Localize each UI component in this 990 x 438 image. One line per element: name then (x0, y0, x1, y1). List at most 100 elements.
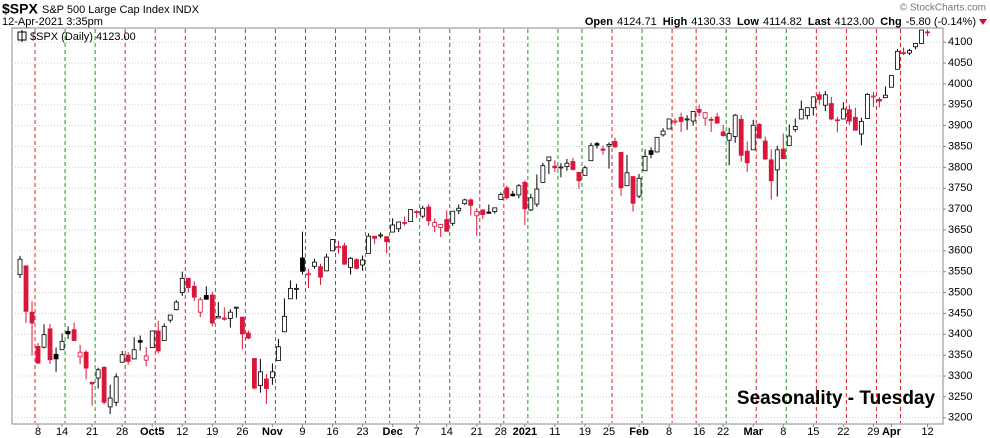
candle-body (89, 381, 95, 385)
candle-body (612, 141, 618, 148)
y-tick-label: 3900 (948, 120, 972, 132)
candle-body (251, 358, 257, 389)
candle-body (300, 257, 305, 272)
candle-body (642, 156, 648, 172)
candle-body (282, 315, 287, 333)
y-tick-label: 3750 (948, 182, 972, 194)
x-tick-label: 22 (717, 426, 729, 438)
candle-body (666, 118, 672, 130)
candle-body (396, 221, 402, 230)
candle-body (408, 209, 414, 223)
candle-body (480, 209, 486, 215)
candle-body (792, 126, 798, 130)
y-tick-label: 3200 (948, 412, 972, 424)
candle-body (372, 235, 377, 239)
candle-body (336, 246, 341, 249)
candle-body (534, 188, 540, 205)
candle-body (107, 397, 113, 408)
candle-body (179, 277, 185, 293)
candle-body (889, 75, 894, 88)
candle-body (816, 94, 822, 100)
candle-body (330, 239, 335, 252)
candle-body (780, 148, 786, 160)
candle-body (822, 94, 828, 106)
x-tick-label: 16 (326, 426, 338, 438)
candle-body (257, 371, 263, 387)
candle-body (23, 265, 29, 312)
candle-body (155, 330, 161, 352)
x-tick-label: 12 (176, 426, 188, 438)
quote-label: Open (585, 16, 613, 28)
candle-body (264, 378, 269, 389)
candle-body (306, 273, 311, 276)
candle-body (438, 224, 444, 228)
candle-body (53, 353, 59, 360)
candle-body (149, 330, 155, 349)
axes: 3200 3250 3300 3350 3400 3450 3500 3550 3600 3650… (35, 36, 973, 438)
candle-body (744, 150, 750, 164)
y-tick-label: 3550 (948, 266, 972, 278)
candle-body (113, 376, 119, 403)
quote-value: 4123.00 (835, 16, 875, 28)
candle-body (209, 294, 215, 324)
x-tick-label: 16 (693, 426, 705, 438)
y-tick-label: 4000 (948, 78, 972, 90)
x-tick-label: 2021 (513, 426, 537, 438)
candle-body (288, 287, 293, 300)
candle-body (618, 151, 624, 189)
x-tick-label: 8 (666, 426, 672, 438)
candle-body (630, 176, 636, 204)
x-tick-label: 8 (35, 426, 41, 438)
candle-body (276, 346, 281, 361)
quote-value: 4114.82 (763, 16, 802, 28)
annotation: Seasonality - Tuesday (737, 388, 936, 409)
candle-body (498, 194, 504, 200)
candle-body (59, 340, 65, 351)
y-tick-label: 4100 (948, 36, 972, 48)
x-tick-label: 26 (236, 426, 248, 438)
candle-body (660, 130, 666, 136)
candle-body (143, 355, 149, 361)
candle-body (318, 266, 323, 278)
candle-body (227, 311, 233, 319)
candle-body (606, 144, 612, 147)
candle-body (810, 96, 816, 109)
candle-body (65, 330, 71, 335)
x-tick-label: 19 (579, 426, 591, 438)
quote-value: 4130.33 (691, 16, 731, 28)
y-tick-label: 3250 (948, 391, 972, 403)
candle-body (702, 112, 708, 119)
candle-body (594, 143, 600, 146)
candle-body (41, 334, 47, 348)
candle-body (708, 118, 714, 121)
candle-body (865, 93, 870, 119)
candle-body (919, 29, 924, 44)
candle-body (161, 325, 167, 341)
y-tick-label: 3500 (948, 286, 972, 298)
candle-body (462, 199, 468, 205)
y-tick-label: 3300 (948, 370, 972, 382)
candle-body (768, 159, 774, 182)
candle-body (738, 118, 744, 156)
candle-body (696, 108, 702, 113)
candle-body (125, 354, 131, 362)
x-tick-label: 29 (867, 426, 879, 438)
candle-body (600, 148, 606, 151)
candle-body (726, 133, 732, 141)
candle-body (732, 114, 738, 137)
candle-body (786, 135, 792, 147)
candle-body (852, 116, 858, 131)
candle-body (245, 332, 251, 339)
chart-date: 12-Apr-2021 3:35pm (2, 16, 103, 28)
candle-body (348, 257, 353, 268)
candle-body (47, 328, 53, 361)
y-tick-label: 3450 (948, 307, 972, 319)
candle-body (71, 329, 77, 341)
candle-body (877, 98, 882, 102)
candle-body (516, 185, 522, 196)
candle-body (798, 108, 804, 120)
candle-body (378, 234, 384, 237)
x-tick-label: Apr (882, 426, 902, 438)
